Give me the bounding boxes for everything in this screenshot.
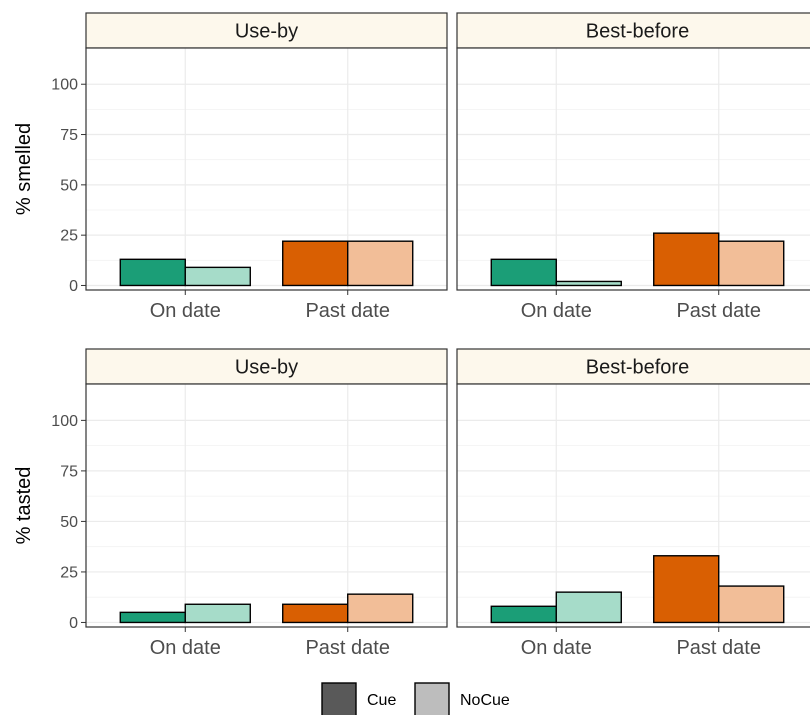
bar-cue-past-date — [653, 232, 720, 287]
facet-title: Use-by — [235, 21, 298, 43]
y-tick-label: 50 — [60, 514, 78, 531]
bar-nocue-on-date — [184, 603, 251, 624]
y-tick-label: 75 — [60, 127, 78, 144]
bar-cue-past-date — [282, 240, 349, 287]
legend-swatch-nocue — [414, 682, 450, 715]
x-tick-label: On date — [150, 300, 221, 322]
bar-cue-past-date — [653, 555, 720, 624]
facet-strip — [85, 348, 448, 385]
panel-border — [456, 383, 810, 628]
x-tick-label: Past date — [676, 300, 761, 322]
bar-nocue-past-date — [718, 240, 785, 287]
x-tick-label: On date — [150, 637, 221, 659]
x-tick-label: Past date — [305, 300, 390, 322]
x-tick-label: Past date — [676, 637, 761, 659]
legend-swatch-cue — [321, 682, 357, 715]
panel-border — [456, 47, 810, 291]
x-tick-label: Past date — [305, 637, 390, 659]
bar-cue-on-date — [490, 258, 557, 287]
plot-panel — [86, 384, 447, 627]
bar-nocue-on-date — [555, 591, 622, 624]
facet-title: Best-before — [586, 21, 689, 43]
bar-nocue-on-date — [184, 266, 251, 287]
panel-border — [85, 383, 448, 628]
legend-label-nocue: NoCue — [460, 692, 510, 709]
bar-nocue-past-date — [347, 593, 414, 624]
legend-label-cue: Cue — [367, 692, 396, 709]
y-tick-label: 75 — [60, 463, 78, 480]
x-tick-label: On date — [521, 637, 592, 659]
bar-nocue-past-date — [718, 585, 785, 624]
bar-cue-on-date — [490, 605, 557, 624]
bar-cue-on-date — [119, 611, 186, 624]
x-tick-label: On date — [521, 300, 592, 322]
y-tick-label: 0 — [69, 278, 78, 295]
facet-title: Best-before — [586, 357, 689, 379]
y-tick-label: 25 — [60, 228, 78, 245]
y-axis-label: % smelled — [13, 123, 35, 215]
bar-nocue-past-date — [347, 240, 414, 287]
facet-strip — [85, 12, 448, 49]
facet-title: Use-by — [235, 357, 298, 379]
facet-strip — [456, 348, 810, 385]
y-tick-label: 25 — [60, 564, 78, 581]
y-tick-label: 50 — [60, 177, 78, 194]
y-tick-label: 100 — [51, 413, 78, 430]
y-tick-label: 100 — [51, 77, 78, 94]
bar-cue-past-date — [282, 603, 349, 624]
bar-nocue-on-date — [555, 280, 622, 287]
y-axis-label: % tasted — [13, 467, 35, 545]
panel-border — [85, 47, 448, 291]
y-tick-label: 0 — [69, 615, 78, 632]
bar-cue-on-date — [119, 258, 186, 287]
